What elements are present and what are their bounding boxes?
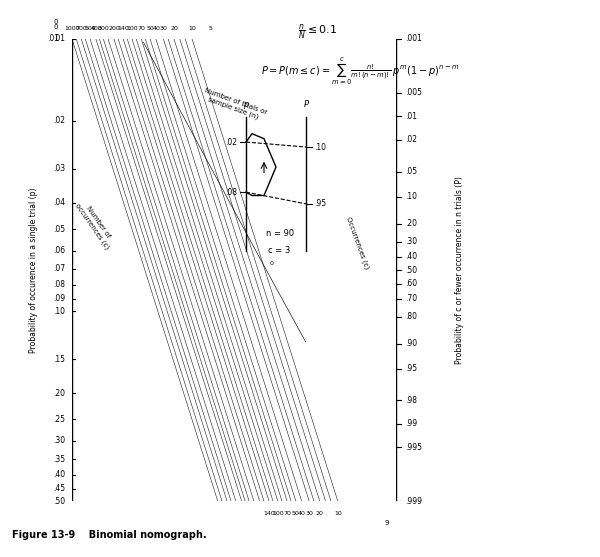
Text: .60: .60 [406, 279, 418, 288]
Text: .20: .20 [406, 219, 418, 228]
Text: .999: .999 [406, 497, 422, 506]
Text: n = 90: n = 90 [266, 229, 293, 238]
Text: .06: .06 [53, 246, 65, 255]
Text: 140: 140 [263, 511, 275, 516]
Text: 50: 50 [146, 26, 154, 31]
Text: .08: .08 [53, 280, 65, 289]
Text: .02: .02 [406, 135, 418, 144]
Text: Number of trials or
sample size (n): Number of trials or sample size (n) [200, 87, 268, 122]
Text: .04: .04 [53, 198, 65, 207]
Text: .05: .05 [406, 167, 418, 176]
Text: .005: .005 [406, 89, 422, 97]
Text: 200: 200 [109, 26, 120, 31]
Text: 10: 10 [188, 26, 196, 31]
Text: .80: .80 [406, 312, 418, 321]
Text: 140: 140 [118, 26, 130, 31]
Text: 70: 70 [283, 511, 291, 516]
Text: .01: .01 [406, 112, 418, 121]
Text: .01: .01 [47, 35, 59, 43]
Text: .30: .30 [406, 237, 418, 246]
Text: 0: 0 [53, 19, 58, 25]
Text: 30: 30 [160, 26, 168, 31]
Text: .20: .20 [53, 389, 65, 398]
Text: 500: 500 [85, 26, 96, 31]
Text: .02: .02 [226, 138, 238, 146]
Text: .95: .95 [314, 199, 326, 208]
Text: 400: 400 [91, 26, 102, 31]
Text: .995: .995 [406, 443, 422, 452]
Text: 1000: 1000 [65, 26, 80, 31]
Text: Number of
occurrences (c): Number of occurrences (c) [74, 198, 116, 250]
Text: 10: 10 [334, 511, 342, 516]
Text: .40: .40 [406, 252, 418, 261]
Text: .70: .70 [406, 294, 418, 303]
Text: P: P [304, 100, 308, 109]
Text: $\frac{n}{N} \leq 0.1$: $\frac{n}{N} \leq 0.1$ [298, 22, 338, 41]
Text: .07: .07 [53, 265, 65, 273]
Text: c = 3: c = 3 [268, 246, 291, 255]
Text: .03: .03 [53, 164, 65, 173]
Text: .30: .30 [53, 437, 65, 446]
Text: 40: 40 [298, 511, 305, 516]
Text: .05: .05 [53, 224, 65, 234]
Text: .98: .98 [406, 396, 418, 405]
Text: 0: 0 [269, 261, 273, 266]
Text: 300: 300 [98, 26, 110, 31]
Text: .25: .25 [53, 415, 65, 424]
Text: 50: 50 [292, 511, 300, 516]
Text: Occurrences (c): Occurrences (c) [344, 216, 370, 270]
Text: 20: 20 [316, 511, 324, 516]
Text: Figure 13-9    Binomial nomograph.: Figure 13-9 Binomial nomograph. [12, 530, 206, 540]
Text: .95: .95 [406, 364, 418, 373]
Text: 100: 100 [127, 26, 138, 31]
Text: 70: 70 [138, 26, 146, 31]
Text: .40: .40 [53, 471, 65, 480]
Text: .15: .15 [53, 354, 65, 364]
Text: .10: .10 [53, 306, 65, 316]
Text: .01: .01 [53, 35, 65, 43]
Text: .99: .99 [406, 419, 418, 428]
Text: $P = P(m \leq c) = \sum_{m=0}^{c} \frac{n!}{m!(n-m)!}\, p^m(1-p)^{n-m}$: $P = P(m \leq c) = \sum_{m=0}^{c} \frac{… [261, 56, 459, 87]
Text: .45: .45 [53, 485, 65, 494]
Text: .35: .35 [53, 455, 65, 463]
Text: 700: 700 [76, 26, 88, 31]
Text: p: p [244, 100, 248, 109]
Text: 100: 100 [272, 511, 284, 516]
Text: Probability of occurence in a single trial (p): Probability of occurence in a single tri… [29, 187, 38, 353]
Text: 40: 40 [152, 26, 160, 31]
Text: .50: .50 [53, 497, 65, 506]
Text: 0: 0 [53, 24, 58, 30]
Text: .50: .50 [406, 266, 418, 275]
Text: .10: .10 [406, 192, 418, 201]
Text: .08: .08 [226, 188, 238, 197]
Text: .02: .02 [53, 116, 65, 125]
Text: 5: 5 [209, 26, 212, 31]
Text: .09: .09 [53, 294, 65, 303]
Text: .001: .001 [406, 35, 422, 43]
Text: .90: .90 [406, 339, 418, 348]
Text: 20: 20 [170, 26, 178, 31]
Text: Probability of c or fewer occurrence in n trials (P): Probability of c or fewer occurrence in … [455, 176, 464, 364]
Text: 30: 30 [305, 511, 313, 516]
Text: 9: 9 [384, 520, 389, 526]
Text: .10: .10 [314, 143, 326, 152]
